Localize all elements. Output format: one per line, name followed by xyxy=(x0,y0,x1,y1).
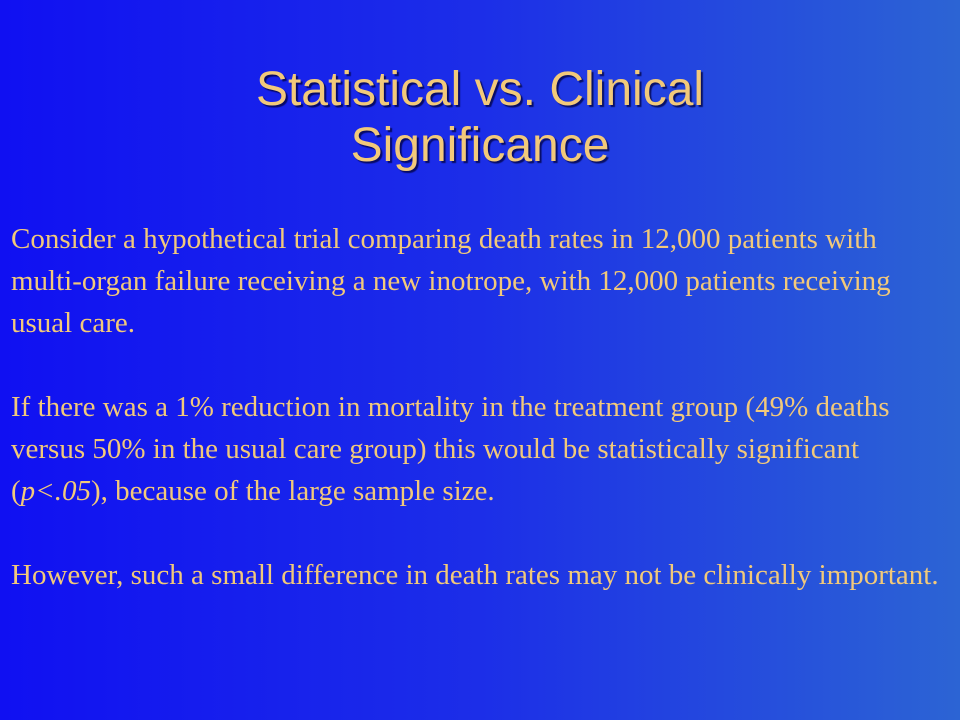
slide-body: Consider a hypothetical trial comparing … xyxy=(11,218,951,596)
paragraph-statistical-significance: If there was a 1% reduction in mortality… xyxy=(11,386,951,512)
paragraph-trial-description: Consider a hypothetical trial comparing … xyxy=(11,223,891,339)
paragraph-2-text-start: If there was a 1% reduction in mortality… xyxy=(11,391,890,507)
paragraph-clinical-importance: However, such a small difference in deat… xyxy=(11,559,939,591)
slide-title-line-1: Statistical vs. Clinical xyxy=(255,63,705,116)
slide-title: Statistical vs. Clinical Significance xyxy=(0,62,960,174)
p-value: p<.05 xyxy=(20,475,91,507)
slide-title-line-2: Significance xyxy=(350,119,610,172)
paragraph-2-text-end: ), because of the large sample size. xyxy=(91,475,495,507)
